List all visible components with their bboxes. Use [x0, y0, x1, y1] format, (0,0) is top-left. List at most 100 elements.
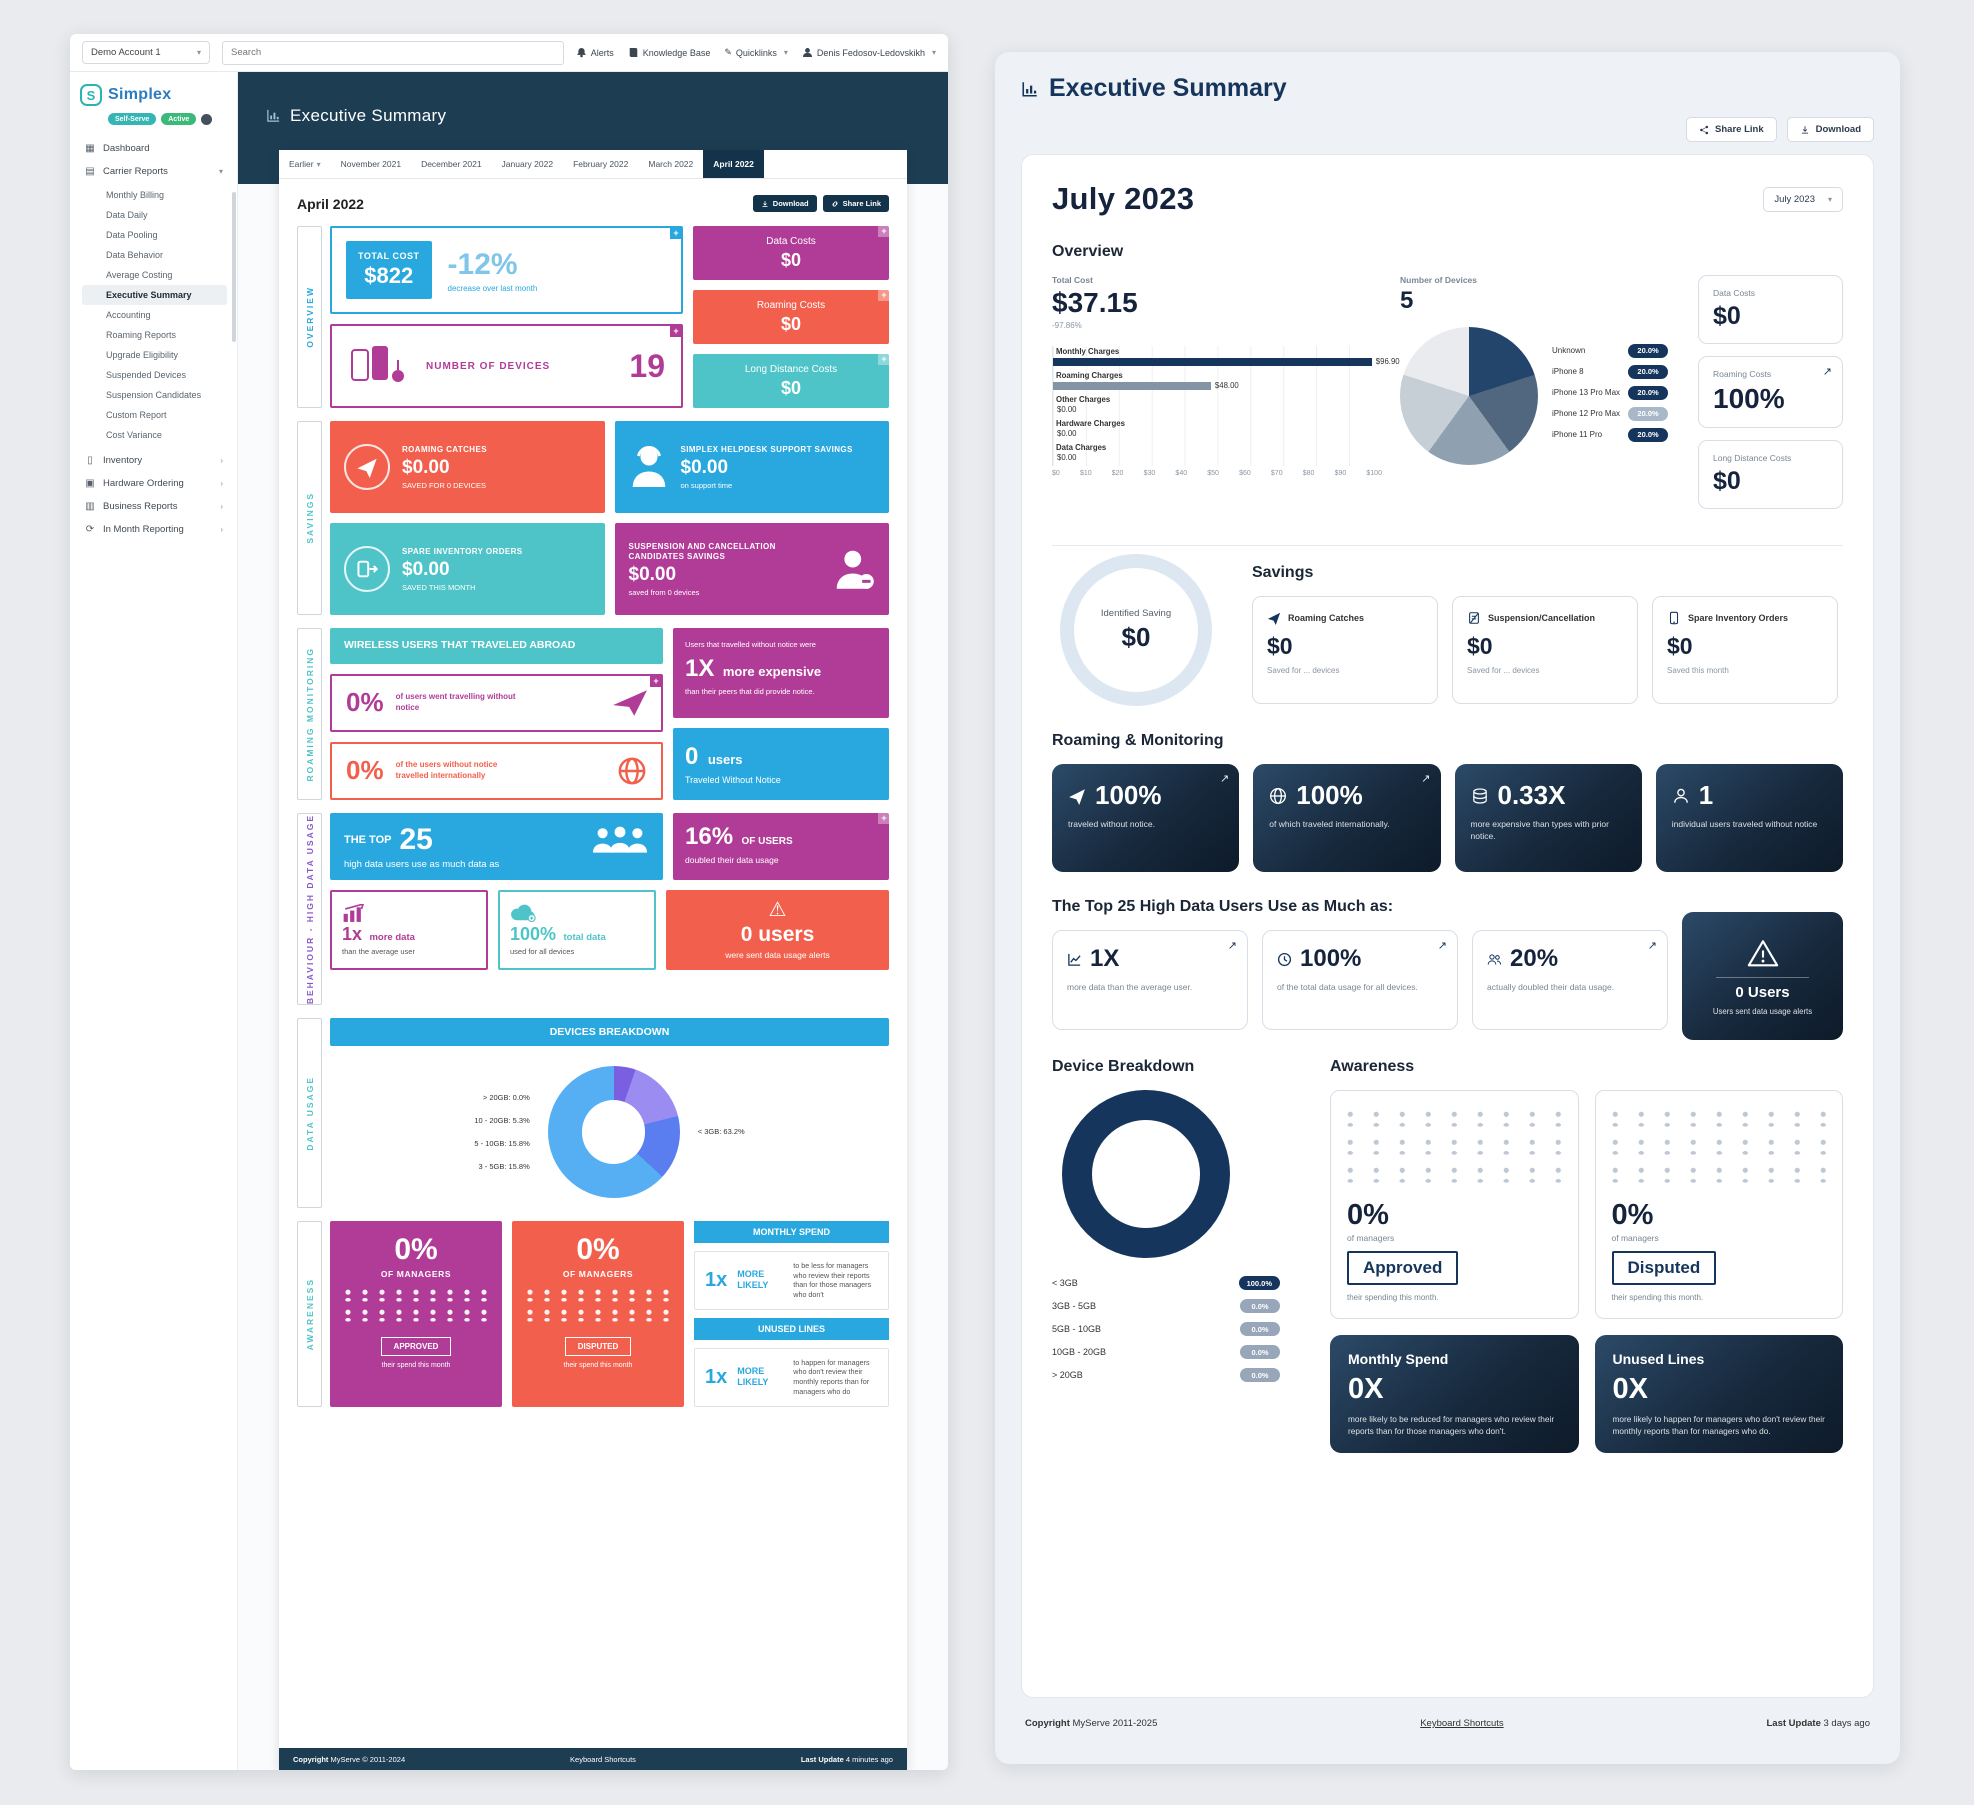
sidebar-item-roaming-reports[interactable]: Roaming Reports [106, 330, 177, 340]
roaming-catches-card: Roaming Catches $0 Saved for ... devices [1252, 596, 1438, 704]
total-cost-value: $822 [364, 263, 414, 288]
sidebar-item-suspended-devices[interactable]: Suspended Devices [106, 370, 187, 380]
total-data-usage-card: ↗ 100% of the total data usage for all d… [1262, 930, 1458, 1030]
app-footer: Copyright MyServe © 2011-2024 Keyboard S… [279, 1748, 907, 1770]
total-cost-value: $37.15 [1052, 287, 1138, 318]
section-label-overview: OVERVIEW [297, 226, 322, 408]
expand-button[interactable]: + [670, 227, 682, 239]
share-link-button[interactable]: Share Link [822, 195, 889, 212]
disputed-button[interactable]: Disputed [1611, 1251, 1717, 1285]
chevron-right-icon: › [220, 479, 223, 488]
tab-march-2022[interactable]: March 2022 [648, 159, 694, 169]
sidebar-item-dashboard[interactable]: ▦ Dashboard [85, 143, 150, 154]
unused-lines-card: Unused Lines 0X more likely to happen fo… [1594, 1335, 1843, 1453]
managers-disputed-card: 0% of managers Disputed their spending t… [1594, 1090, 1843, 1319]
identified-saving-circle: Identified Saving $0 [1060, 554, 1212, 706]
expand-button[interactable]: + [878, 289, 890, 301]
roaming-catches-card: ROAMING CATCHES $0.00 SAVED FOR 0 DEVICE… [330, 421, 605, 513]
dashboard-icon: ▦ [85, 143, 95, 154]
period-selector[interactable]: July 2023 ▾ [1763, 186, 1843, 212]
savings-heading: Savings [1252, 564, 1314, 581]
account-selector[interactable]: Demo Account 1 ▾ [82, 41, 210, 64]
plane-icon [1267, 612, 1281, 625]
download-icon [1801, 125, 1808, 134]
line-chart-icon [1068, 953, 1081, 966]
expand-button[interactable]: + [650, 674, 662, 687]
sidebar-item-data-daily[interactable]: Data Daily [106, 210, 148, 220]
x-axis: $0 $10 $20 $30 $40 $50 $60 $70 $80 $90 $100 [1052, 470, 1382, 477]
tab-february-2022[interactable]: February 2022 [573, 159, 629, 169]
account-badges: Self-Serve Active [108, 113, 227, 125]
traveled-without-notice-card: 0 users Traveled Without Notice [673, 728, 889, 800]
expand-button[interactable]: + [878, 811, 890, 824]
tab-december-2021[interactable]: December 2021 [421, 159, 482, 169]
approved-button[interactable]: Approved [1347, 1251, 1459, 1285]
tab-earlier[interactable]: Earlier ▾ [289, 159, 321, 169]
sidebar-item-suspension-candidates[interactable]: Suspension Candidates [106, 390, 202, 400]
download-button[interactable]: Download [1786, 117, 1874, 142]
section-label-savings: SAVINGS [297, 421, 322, 615]
section-awareness: AWARENESS 0% OF MANAGERS APPROVED their … [297, 1220, 889, 1407]
chart-icon [1022, 81, 1037, 97]
paper-plane-icon [1069, 788, 1085, 805]
sidebar-item-accounting[interactable]: Accounting [106, 310, 151, 320]
section-data-usage: DATA USAGE DEVICES BREAKDOWN > 20GB: 0.0… [297, 1017, 889, 1208]
chevron-right-icon: › [220, 456, 223, 465]
sidebar-item-inventory[interactable]: ▯ Inventory › [80, 449, 227, 472]
brand-logo[interactable]: S Simplex [80, 84, 227, 106]
open-link-icon[interactable]: ↗ [1647, 940, 1657, 952]
people-icon [1487, 953, 1502, 965]
sidebar-item-monthly-billing[interactable]: Monthly Billing [106, 190, 165, 200]
sidebar-scrollbar[interactable] [232, 192, 236, 342]
sidebar-item-business-reports[interactable]: ▥ Business Reports › [85, 501, 223, 512]
brand-name: Simplex [108, 86, 172, 103]
sidebar-item-cost-variance[interactable]: Cost Variance [106, 430, 162, 440]
chevron-right-icon: › [220, 502, 223, 511]
awareness-heading: Awareness [1330, 1058, 1415, 1075]
chevron-right-icon: › [220, 525, 223, 534]
keyboard-shortcuts-link[interactable]: Keyboard Shortcuts [1420, 1718, 1504, 1729]
cost-and-charges: Total Cost $37.15 -97.86% Monthly Charge… [1052, 275, 1400, 477]
knowledge-base-button[interactable]: Knowledge Base [628, 47, 710, 58]
sidebar-item-executive-summary[interactable]: Executive Summary [82, 285, 227, 305]
alerts-button[interactable]: Alerts [576, 47, 614, 58]
sidebar-item-in-month-reporting[interactable]: ⟳ In Month Reporting › [85, 524, 223, 535]
sidebar-item-carrier-reports[interactable]: ▤ Carrier Reports ▾ [85, 166, 223, 177]
international-travel-stat: 0% of the users without notice travelled… [330, 741, 663, 800]
search-input[interactable] [222, 40, 564, 65]
sidebar-item-hardware-ordering[interactable]: ▣ Hardware Ordering › [85, 478, 223, 489]
devices-breakdown-header: DEVICES BREAKDOWN [330, 1017, 889, 1046]
open-link-icon[interactable]: ↗ [1227, 940, 1237, 952]
open-link-icon[interactable]: ↗ [1437, 940, 1447, 952]
globe-icon [618, 757, 646, 785]
open-link-icon[interactable]: ↗ [1421, 773, 1431, 785]
sidebar-item-upgrade-eligibility[interactable]: Upgrade Eligibility [106, 350, 179, 360]
expand-button[interactable]: + [878, 225, 890, 237]
expand-button[interactable]: + [670, 325, 682, 337]
sidebar-item-average-costing[interactable]: Average Costing [106, 270, 173, 280]
quicklinks-menu[interactable]: ✎ Quicklinks ▾ [724, 47, 788, 58]
download-button[interactable]: Download [752, 195, 817, 212]
monthly-spend-card: Monthly Spend 0X more likely to be reduc… [1330, 1335, 1579, 1453]
keyboard-shortcuts-link[interactable]: Keyboard Shortcuts [570, 1754, 636, 1764]
approved-button[interactable]: APPROVED [380, 1336, 452, 1356]
bell-icon [576, 48, 586, 58]
sidebar-item-data-behavior[interactable]: Data Behavior [106, 250, 164, 260]
open-link-icon[interactable]: ↗ [1220, 773, 1230, 785]
data-usage-alerts-card: 0 Users Users sent data usage alerts [1682, 912, 1843, 1040]
cloud-plus-icon [511, 904, 536, 922]
sidebar-item-data-pooling[interactable]: Data Pooling [106, 230, 158, 240]
spare-inventory-card: SPARE INVENTORY ORDERS $0.00 SAVED THIS … [330, 523, 605, 615]
sidebar-item-custom-report[interactable]: Custom Report [106, 410, 167, 420]
user-menu[interactable]: Denis Fedosov-Ledovskikh ▾ [802, 47, 936, 58]
tab-january-2022[interactable]: January 2022 [501, 159, 554, 169]
reports-icon: ▤ [85, 166, 95, 177]
expand-button[interactable]: + [878, 353, 890, 365]
share-link-button[interactable]: Share Link [1686, 117, 1777, 142]
disputed-button[interactable]: DISPUTED [564, 1336, 632, 1356]
tab-april-2022[interactable]: April 2022 [703, 150, 764, 178]
open-link-icon[interactable]: ↗ [1822, 366, 1832, 378]
doubled-usage-card: + 16% OF USERS doubled their data usage [673, 811, 890, 880]
tab-november-2021[interactable]: November 2021 [340, 159, 402, 169]
active-badge: Active [161, 113, 197, 125]
